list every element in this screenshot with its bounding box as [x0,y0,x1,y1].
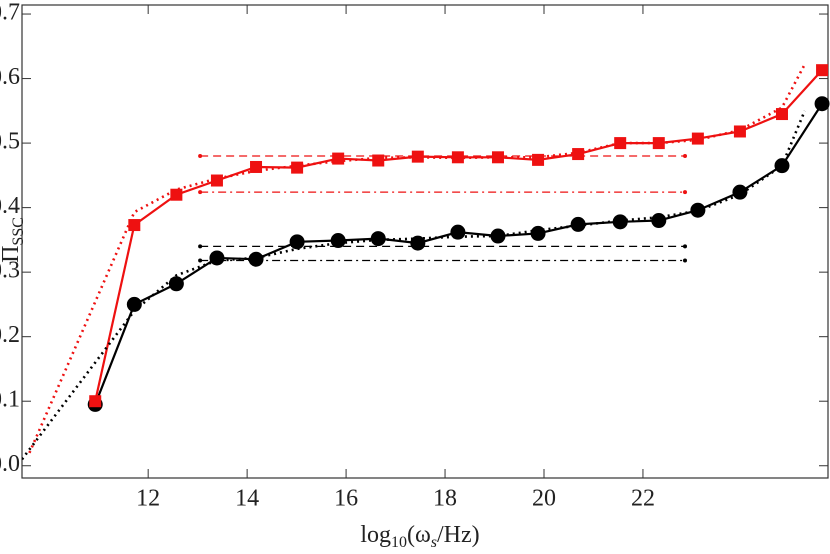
reference-end [198,258,203,263]
point-marker [411,150,424,163]
point-marker [814,96,830,112]
point-marker [530,225,546,241]
y-axis-label: ΠSSC [0,217,27,263]
point-marker [250,160,263,173]
point-marker [651,213,667,229]
point-marker [89,395,102,408]
point-marker [532,153,545,166]
point-marker [410,235,426,251]
reference-end [198,244,203,249]
point-marker [248,251,264,267]
point-marker [209,250,225,266]
series-line [28,63,806,454]
x-tick-label: 12 [136,486,160,512]
x-label-sub: s [431,534,437,551]
point-marker [332,152,345,165]
point-marker [289,234,305,250]
y-tick-label: 0.2 [0,322,20,348]
point-marker [490,228,506,244]
point-marker [370,231,386,247]
point-marker [732,184,748,200]
x-label-sub: 10 [391,534,407,551]
y-tick-label: 0.6 [0,64,20,90]
series-line [94,103,823,405]
reference-end [683,258,688,263]
reference-end [198,190,203,195]
point-marker [291,161,304,174]
y-tick-label: 0.7 [0,0,20,26]
x-tick-label: 18 [433,486,457,512]
x-label-part: /Hz) [437,522,480,548]
point-marker [372,154,385,167]
y-tick-label: 0.5 [0,129,20,155]
point-marker [491,151,504,164]
point-marker [210,174,223,187]
point-marker [330,233,346,249]
x-label-part: log [360,522,391,548]
reference-end [198,153,203,158]
x-axis-label: log10(ωs/Hz) [360,522,479,551]
x-tick-label: 16 [334,486,358,512]
point-marker [691,132,704,145]
y-tick-label: 0.0 [0,451,20,477]
y-label-sub: SSC [10,217,27,245]
point-marker [733,125,746,138]
reference-end [683,153,688,158]
y-tick-label: 0.3 [0,258,20,284]
point-marker [126,296,142,312]
y-tick-label: 0.1 [0,387,20,413]
y-tick-label: 0.4 [0,193,20,219]
point-marker [652,137,665,150]
series-line [22,110,806,461]
x-tick-label: 22 [631,486,655,512]
point-marker [816,64,829,77]
x-tick-label: 14 [235,486,259,512]
point-marker [614,137,627,150]
point-marker [775,108,788,121]
point-marker [450,224,466,240]
x-label-part: (ω [407,522,431,548]
y-label-part: Π [0,246,24,263]
reference-end [683,244,688,249]
reference-end [683,190,688,195]
plot-frame [21,4,829,479]
x-tick-label: 20 [532,486,556,512]
